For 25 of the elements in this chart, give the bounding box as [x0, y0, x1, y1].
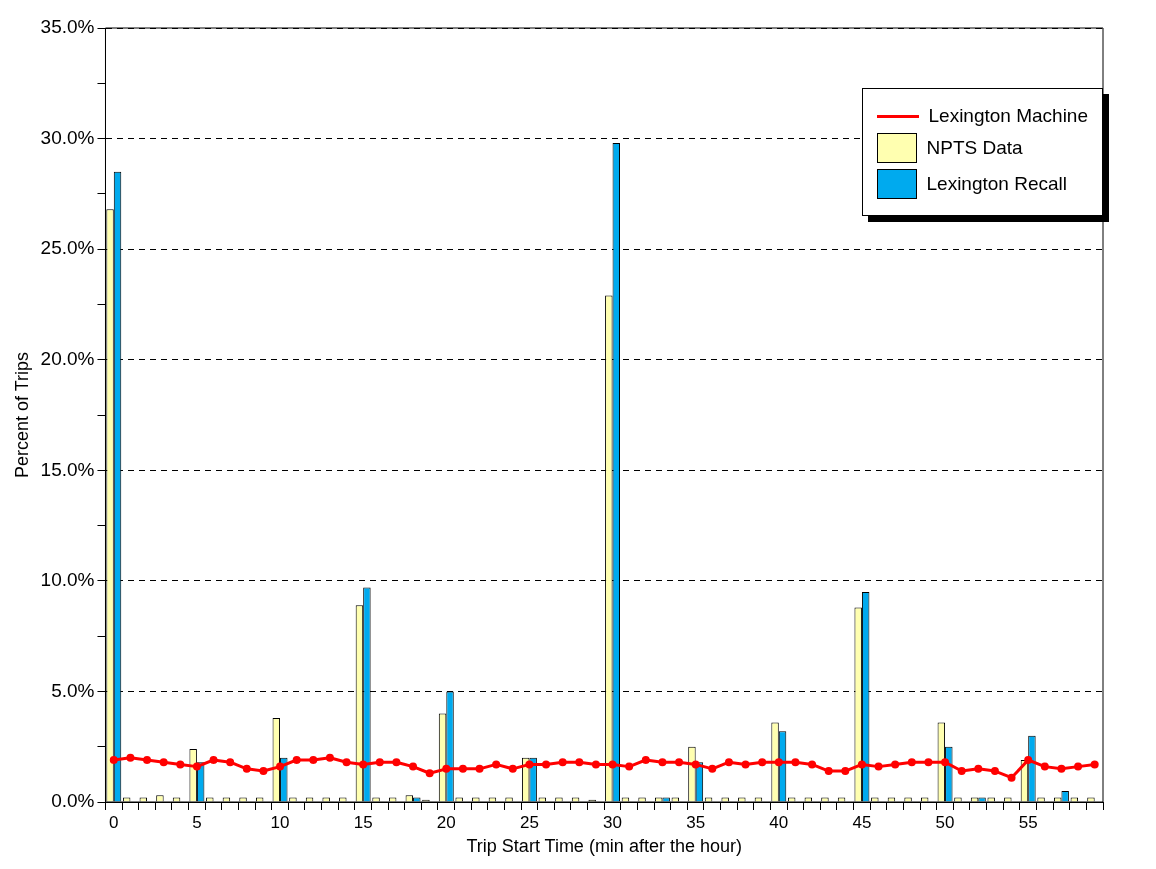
y-tick-label: 5.0% — [51, 679, 95, 701]
y-tick-label: 35.0% — [40, 16, 95, 38]
y-tick-label: 20.0% — [40, 347, 95, 369]
y-tick-label: 0.0% — [51, 790, 95, 812]
y-tick-label: 10.0% — [40, 569, 95, 591]
x-tick-label: 50 — [935, 812, 955, 832]
x-tick-label: 20 — [436, 812, 456, 832]
y-tick-label: 25.0% — [40, 237, 95, 259]
x-tick-label: 5 — [192, 812, 202, 832]
x-tick-label: 30 — [603, 812, 623, 832]
x-tick-label: 10 — [270, 812, 290, 832]
x-tick-label: 0 — [109, 812, 119, 832]
x-tick-label: 25 — [519, 812, 539, 832]
legend-label: Lexington Recall — [926, 173, 1067, 195]
y-tick-label: 30.0% — [40, 126, 95, 148]
x-axis-title: Trip Start Time (min after the hour) — [466, 836, 742, 857]
x-tick-label: 35 — [686, 812, 706, 832]
x-tick-label: 55 — [1018, 812, 1038, 832]
x-tick-label: 40 — [769, 812, 789, 832]
x-tick-label: 15 — [353, 812, 373, 832]
y-tick-label: 15.0% — [40, 458, 95, 480]
legend-label: Lexington Machine — [928, 105, 1088, 127]
legend-label: NPTS Data — [926, 137, 1023, 159]
y-axis-title: Percent of Trips — [11, 351, 32, 479]
x-tick-label: 45 — [852, 812, 872, 832]
